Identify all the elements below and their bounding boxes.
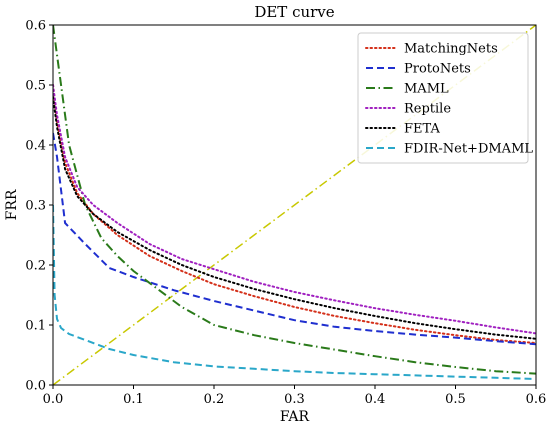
legend: MatchingNets ProtoNets MAML Reptile FETA FDIR… (357, 32, 533, 164)
series-line-maml (53, 25, 536, 375)
legend-label-matchingnets: MatchingNets (404, 42, 498, 57)
legend-label-reptile: Reptile (404, 102, 451, 117)
x-tick-label: 0.0 (43, 392, 64, 407)
y-tick-label: 0.6 (25, 19, 46, 34)
y-tick-label: 0.4 (25, 139, 46, 154)
y-tick-label: 0.1 (25, 319, 46, 334)
legend-label-maml: MAML (404, 82, 449, 97)
x-tick-label: 0.5 (445, 392, 466, 407)
series-line-protonets (53, 132, 536, 346)
series-line-matchingnets (53, 84, 536, 344)
series-line-reptile (53, 84, 536, 335)
y-tick-label: 0.5 (25, 79, 46, 94)
x-tick-label: 0.3 (284, 392, 305, 407)
x-axis-label: FAR (280, 409, 310, 425)
ticks-layer: 0.0 0.1 0.2 0.3 0.4 0.5 0.6 0.0 0.1 0.2 0.3 0.4 0.5 0… (25, 19, 546, 408)
legend-label-fdir-net-dmaml: FDIR-Net+DMAML (404, 142, 533, 157)
legend-box (357, 32, 529, 164)
series-layer (53, 25, 536, 385)
series-line-feta (53, 96, 536, 340)
x-tick-label: 0.2 (204, 392, 225, 407)
chart-title: DET curve (254, 3, 334, 21)
y-tick-label: 0.3 (25, 199, 46, 214)
legend-label-feta: FETA (404, 122, 440, 137)
series-line-fdir-net-dmaml (53, 204, 536, 380)
legend-label-protonets: ProtoNets (404, 62, 471, 77)
y-tick-label: 0.0 (25, 379, 46, 394)
series-line-reference-diagonal (53, 25, 536, 385)
x-tick-label: 0.1 (123, 392, 144, 407)
x-tick-label: 0.4 (365, 392, 386, 407)
x-tick-label: 0.6 (526, 392, 547, 407)
y-tick-label: 0.2 (25, 259, 46, 274)
y-axis-label: FRR (4, 189, 20, 220)
